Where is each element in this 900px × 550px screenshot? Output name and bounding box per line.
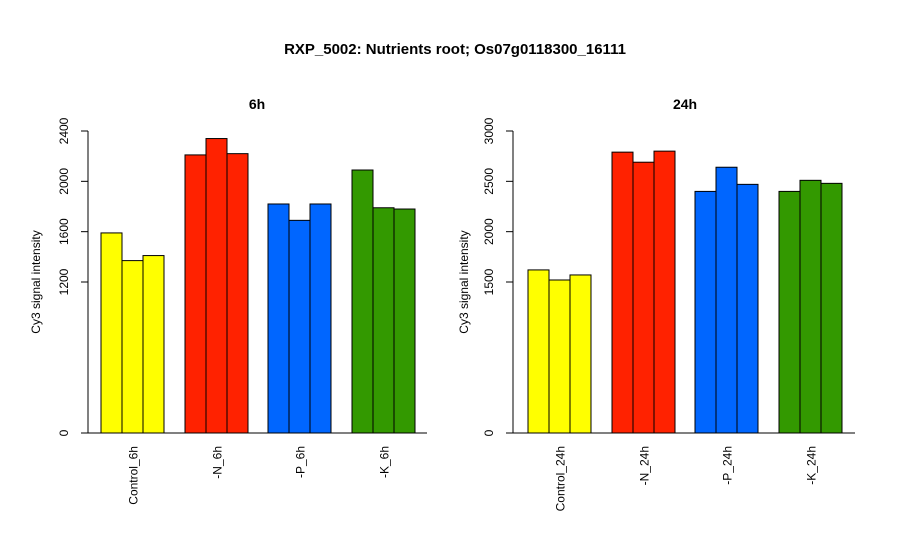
y-tick-label: 3000 bbox=[482, 117, 496, 144]
bar--p-6h-2 bbox=[288, 219, 311, 434]
category-label: -P_6h bbox=[294, 446, 308, 478]
category-label: -K_6h bbox=[378, 446, 392, 478]
bar--p-6h-1 bbox=[267, 203, 290, 434]
category-label: -N_24h bbox=[638, 446, 652, 485]
bar--p-24h-3 bbox=[736, 183, 759, 434]
chart-panel-1: 24h Cy3 signal intensity 0 1500 2000 2500 3000… bbox=[457, 96, 855, 511]
chart-panels: 6h Cy3 signal intensity 0 1200 1600 2000 2400 C… bbox=[29, 96, 855, 511]
bar--k-24h-1 bbox=[778, 190, 801, 434]
bar--k-24h-2 bbox=[799, 179, 822, 434]
bar--p-6h-3 bbox=[309, 203, 332, 434]
y-tick-label: 1200 bbox=[57, 268, 71, 295]
panel-title: 24h bbox=[673, 96, 697, 112]
bar--n-24h-1 bbox=[611, 151, 634, 434]
bar-control-6h-1 bbox=[100, 232, 123, 434]
bar--k-6h-3 bbox=[393, 208, 416, 434]
category-label: -K_24h bbox=[805, 446, 819, 485]
bar--p-24h-2 bbox=[715, 166, 738, 434]
category-label: -N_6h bbox=[211, 446, 225, 479]
category-label: Control_6h bbox=[127, 446, 141, 505]
y-axis-label: Cy3 signal intensity bbox=[29, 230, 43, 333]
y-tick-label: 1600 bbox=[57, 218, 71, 245]
bar--n-24h-3 bbox=[653, 150, 676, 434]
y-tick-label: 0 bbox=[57, 429, 71, 436]
figure-title: RXP_5002: Nutrients root; Os07g0118300_1… bbox=[284, 41, 626, 58]
bar--n-24h-2 bbox=[632, 161, 655, 434]
y-tick-label: 2000 bbox=[57, 168, 71, 195]
bar--n-6h-2 bbox=[205, 138, 228, 434]
y-tick-label: 2500 bbox=[482, 168, 496, 195]
bar--k-24h-3 bbox=[820, 182, 843, 434]
category-label: -P_24h bbox=[721, 446, 735, 485]
bar--n-6h-1 bbox=[184, 154, 207, 434]
y-axis-label: Cy3 signal intensity bbox=[457, 230, 471, 333]
bar-control-24h-1 bbox=[527, 269, 550, 434]
bar--n-6h-3 bbox=[226, 153, 249, 434]
y-tick-label: 1500 bbox=[482, 268, 496, 295]
panel-title: 6h bbox=[249, 96, 265, 112]
bar--k-6h-2 bbox=[372, 207, 395, 434]
bar--p-24h-1 bbox=[694, 190, 717, 434]
bar-control-6h-3 bbox=[142, 255, 165, 434]
bar-control-24h-2 bbox=[548, 279, 571, 434]
category-label: Control_24h bbox=[554, 446, 568, 511]
y-tick-label: 2000 bbox=[482, 218, 496, 245]
bar-control-6h-2 bbox=[121, 260, 144, 434]
bar-control-24h-3 bbox=[569, 274, 592, 434]
y-tick-label: 2400 bbox=[57, 117, 71, 144]
y-tick-label: 0 bbox=[482, 429, 496, 436]
bar--k-6h-1 bbox=[351, 169, 374, 434]
chart-panel-0: 6h Cy3 signal intensity 0 1200 1600 2000 2400 C… bbox=[29, 96, 427, 505]
